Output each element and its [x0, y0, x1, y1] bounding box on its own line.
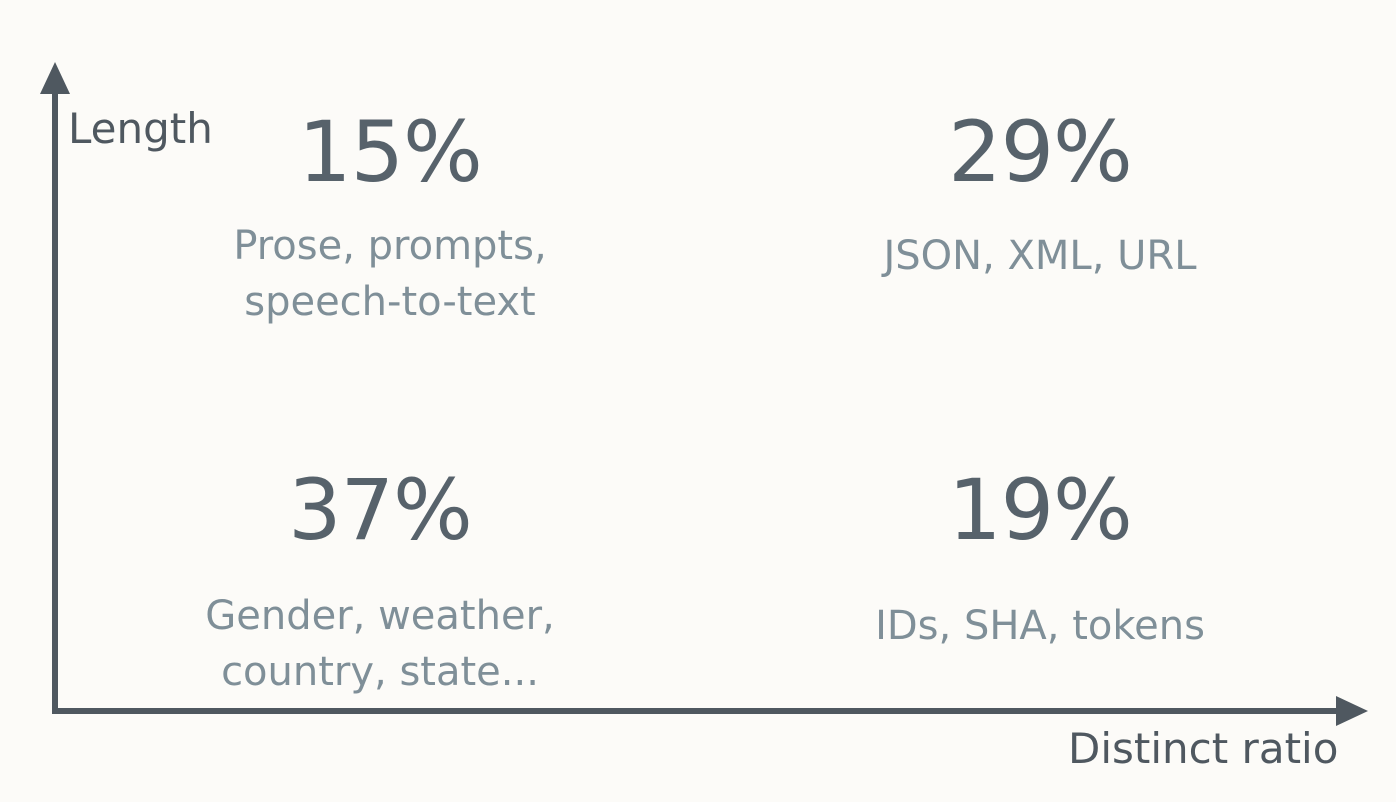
y-axis-arrow-icon	[40, 62, 70, 94]
quadrant-description: Gender, weather, country, state...	[205, 593, 555, 695]
quadrant-top-right: 29% JSON, XML, URL	[840, 110, 1240, 284]
x-axis-label: Distinct ratio	[1068, 724, 1339, 773]
quadrant-top-left: 15% Prose, prompts, speech-to-text	[200, 110, 580, 330]
quadrant-description: Prose, prompts, speech-to-text	[233, 223, 547, 325]
y-axis-label: Length	[68, 104, 213, 153]
x-axis-arrow-icon	[1336, 696, 1368, 726]
quadrant-bottom-right: 19% IDs, SHA, tokens	[840, 468, 1240, 654]
quadrant-percent: 15%	[298, 103, 483, 201]
quadrant-percent: 19%	[948, 461, 1133, 559]
quadrant-percent: 37%	[288, 461, 473, 559]
quadrant-bottom-left: 37% Gender, weather, country, state...	[180, 468, 580, 700]
quadrant-percent: 29%	[948, 103, 1133, 201]
quadrant-description: JSON, XML, URL	[883, 233, 1197, 279]
quadrant-description: IDs, SHA, tokens	[875, 603, 1205, 649]
